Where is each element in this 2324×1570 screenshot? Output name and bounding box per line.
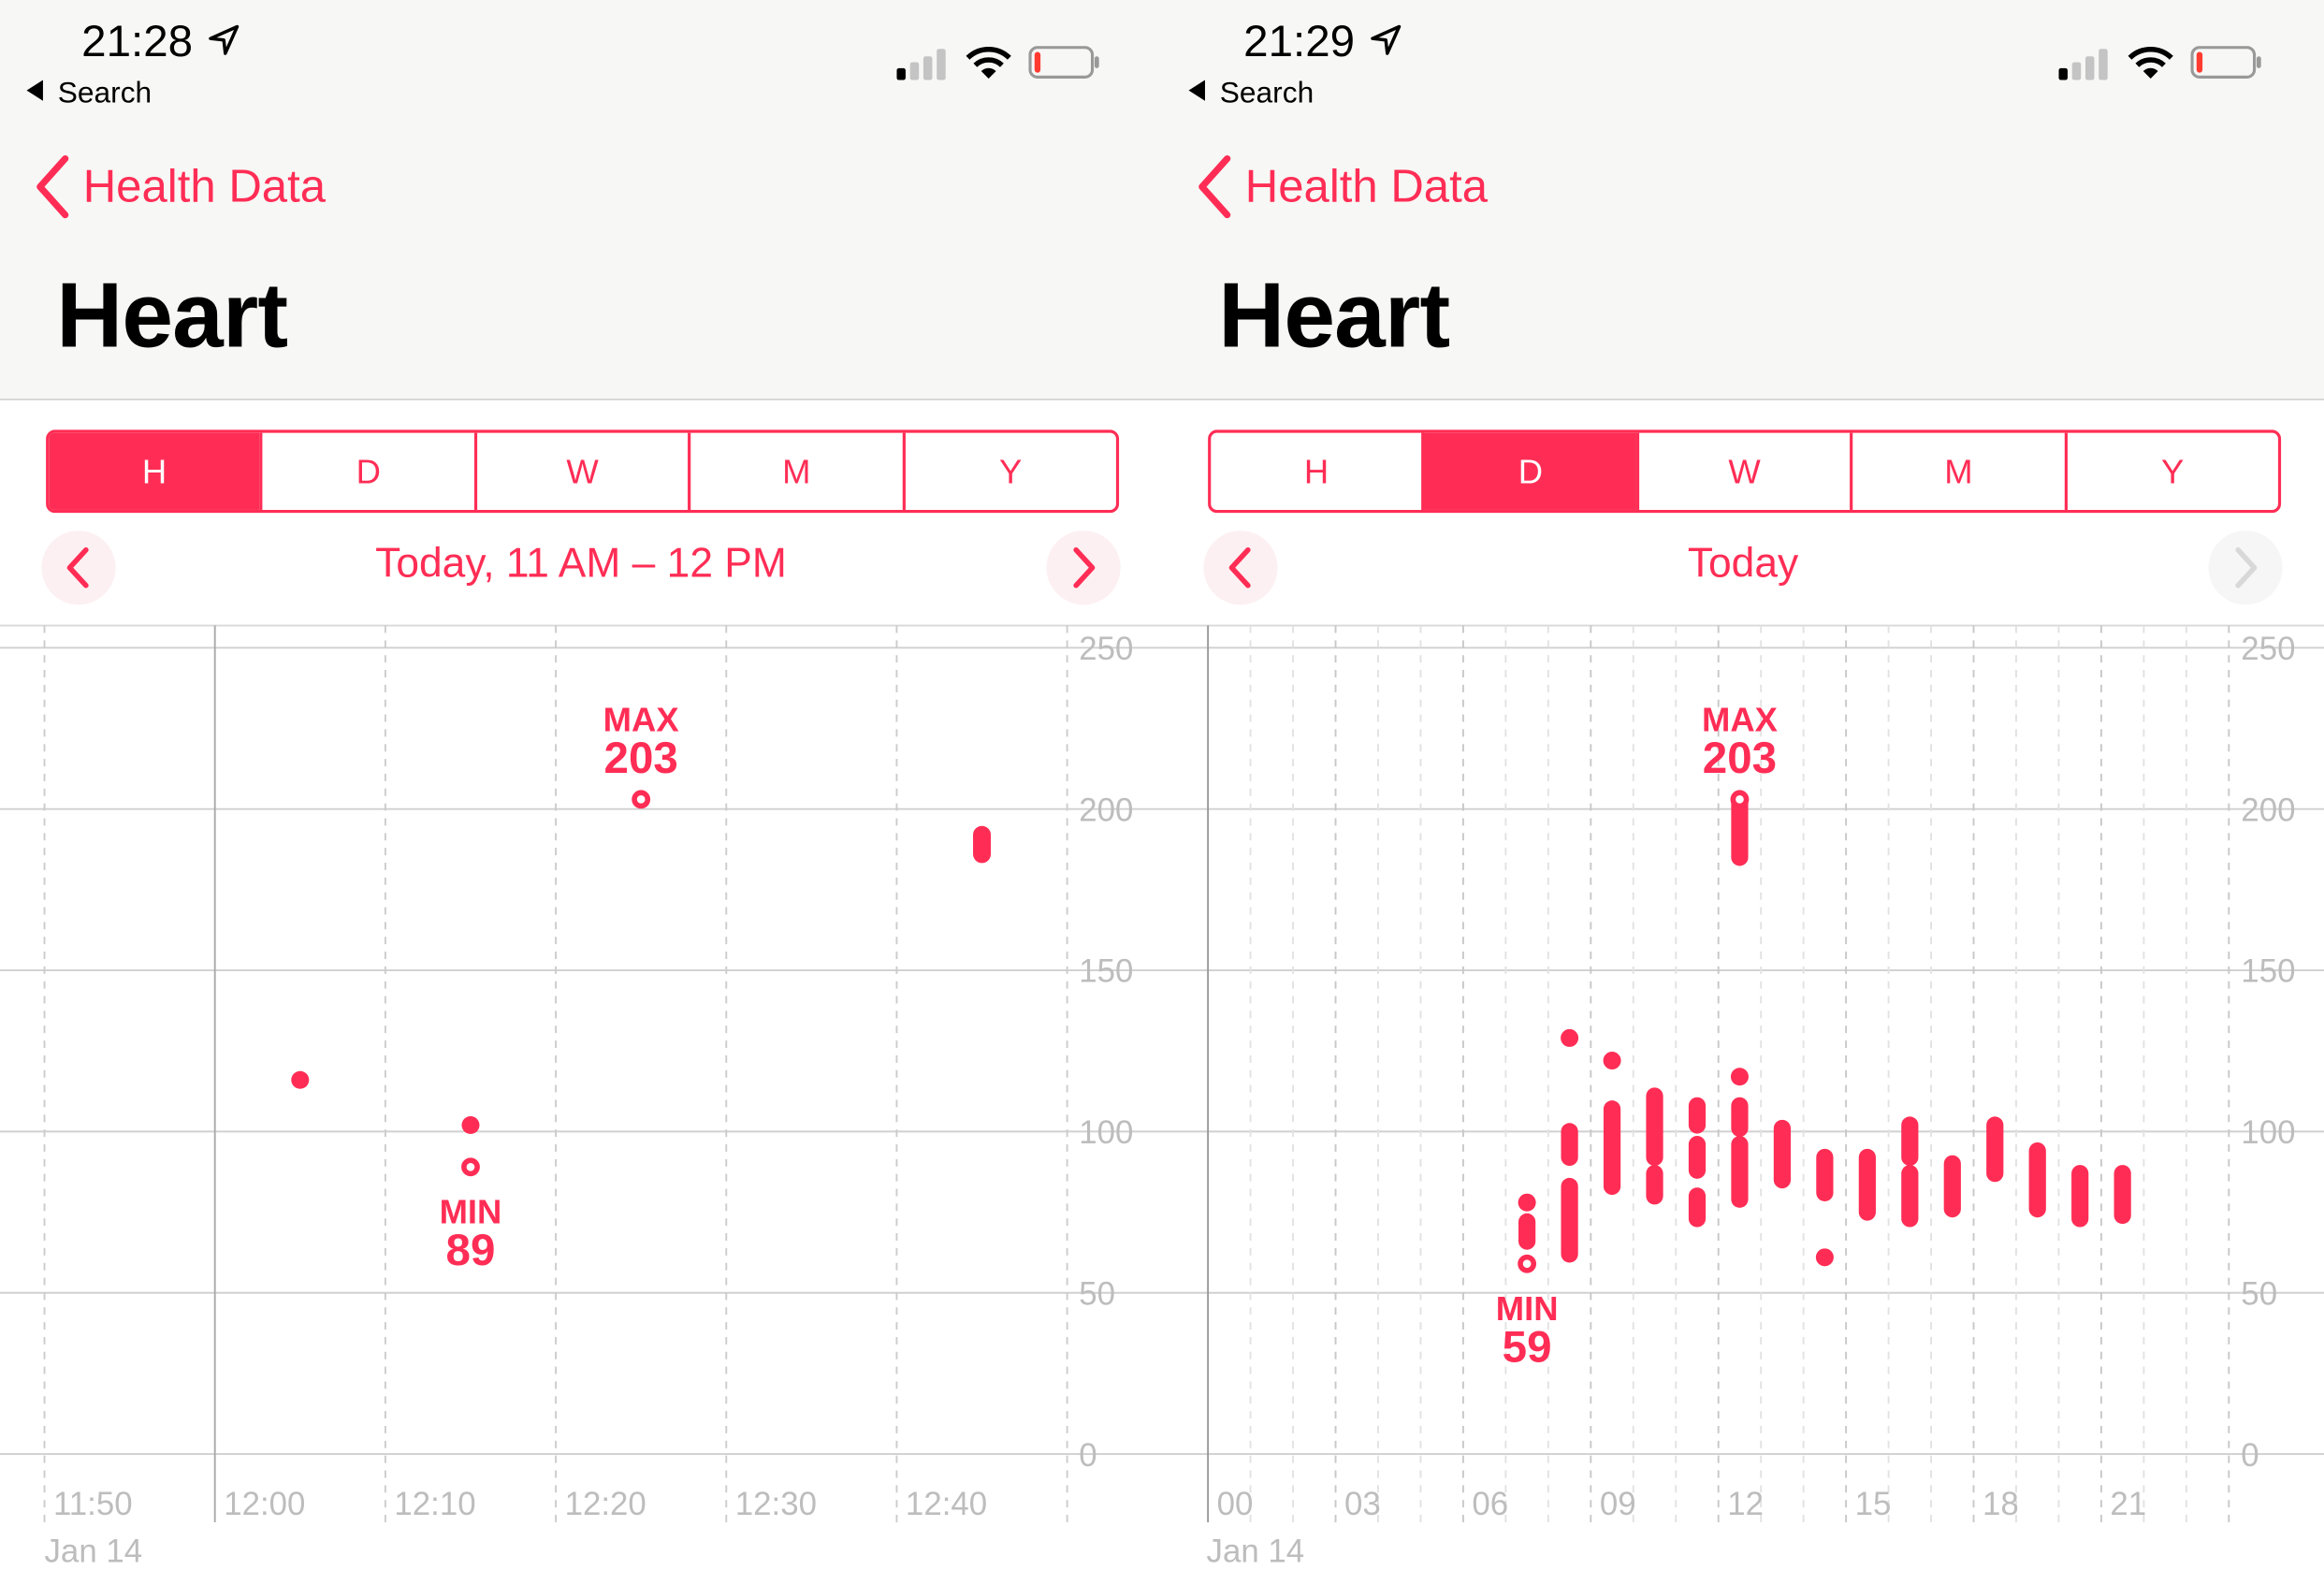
segment-month[interactable]: M bbox=[688, 432, 902, 510]
back-triangle-icon bbox=[26, 80, 43, 101]
y-tick-label: 150 bbox=[1079, 953, 1133, 990]
segment-year[interactable]: Y bbox=[2064, 432, 2278, 510]
wifi-icon bbox=[2128, 47, 2173, 79]
heart-rate-point bbox=[461, 1115, 480, 1134]
y-tick-label: 200 bbox=[2241, 792, 2295, 828]
next-period-button[interactable] bbox=[2208, 531, 2283, 605]
annotation-value: 203 bbox=[1703, 734, 1777, 783]
back-app-label: Search bbox=[1219, 77, 1315, 110]
page-title: Heart bbox=[56, 265, 288, 368]
back-button-health-data[interactable]: Health Data bbox=[1195, 154, 1488, 220]
segment-year[interactable]: Y bbox=[902, 432, 1116, 510]
x-tick-label: 12:30 bbox=[735, 1486, 817, 1522]
x-tick-label: 09 bbox=[1600, 1486, 1636, 1522]
back-to-search-link[interactable]: Search bbox=[1188, 77, 1315, 110]
x-tick-label: 03 bbox=[1344, 1486, 1381, 1522]
annotation-value: 203 bbox=[604, 734, 678, 783]
segment-day[interactable]: D bbox=[259, 432, 474, 510]
heart-rate-point bbox=[1730, 1068, 1749, 1086]
x-tick-label: 15 bbox=[1855, 1486, 1892, 1522]
chevron-right-icon bbox=[2235, 546, 2258, 589]
y-tick-label: 100 bbox=[2241, 1114, 2295, 1151]
status-time: 21:29 bbox=[1243, 18, 1356, 67]
screen-hour-view: 21:28 Search Health Data Heart H D W M Y… bbox=[0, 0, 1163, 1570]
battery-low-icon bbox=[1028, 46, 1099, 79]
x-tick-label: 21 bbox=[2110, 1486, 2146, 1522]
segment-week[interactable]: W bbox=[1635, 432, 1851, 510]
period-segmented-control: H D W M Y bbox=[46, 429, 1120, 514]
x-tick-label: 00 bbox=[1217, 1486, 1254, 1522]
status-time: 21:28 bbox=[81, 18, 194, 67]
chevron-left-icon bbox=[1198, 154, 1231, 219]
chevron-left-icon bbox=[1228, 546, 1251, 589]
x-tick-label: 12 bbox=[1727, 1486, 1764, 1522]
annotation-value: 89 bbox=[446, 1226, 496, 1275]
back-button-health-data[interactable]: Health Data bbox=[33, 154, 326, 220]
battery-low-icon bbox=[2190, 46, 2261, 79]
back-label: Health Data bbox=[82, 160, 327, 212]
segment-hour[interactable]: H bbox=[1303, 451, 1329, 490]
heart-rate-point-extreme bbox=[632, 790, 651, 809]
next-period-button[interactable] bbox=[1046, 531, 1121, 605]
heart-rate-point bbox=[291, 1070, 310, 1089]
x-tick-label: 12:10 bbox=[394, 1486, 475, 1522]
period-segmented-control: H D W M Y bbox=[1208, 429, 2282, 514]
heart-rate-point bbox=[1561, 1028, 1579, 1047]
x-tick-label: 18 bbox=[1983, 1486, 2019, 1522]
location-arrow-icon bbox=[1371, 24, 1402, 55]
heart-rate-point bbox=[1518, 1193, 1536, 1212]
cellular-signal-icon bbox=[2058, 49, 2108, 80]
annotation-label: MIN bbox=[1496, 1289, 1559, 1328]
back-app-label: Search bbox=[57, 77, 153, 110]
location-arrow-icon bbox=[209, 24, 240, 55]
heart-rate-point bbox=[1815, 1248, 1834, 1267]
annotation-value: 59 bbox=[1503, 1322, 1552, 1372]
back-to-search-link[interactable]: Search bbox=[26, 77, 153, 110]
cellular-signal-icon bbox=[896, 49, 946, 80]
y-tick-label: 250 bbox=[1079, 631, 1133, 667]
wifi-icon bbox=[966, 47, 1011, 79]
segment-week[interactable]: W bbox=[473, 432, 689, 510]
y-tick-label: 250 bbox=[2241, 631, 2295, 667]
chevron-left-icon bbox=[36, 154, 69, 219]
y-tick-label: 200 bbox=[1079, 792, 1133, 828]
x-axis-date-label: Jan 14 bbox=[1207, 1534, 1305, 1570]
x-tick-label: 12:40 bbox=[906, 1486, 987, 1522]
heart-rate-point-extreme bbox=[461, 1157, 480, 1177]
y-tick-label: 50 bbox=[2241, 1275, 2277, 1312]
y-tick-label: 50 bbox=[1079, 1275, 1115, 1312]
segment-day[interactable]: D bbox=[1421, 432, 1636, 510]
x-tick-label: 06 bbox=[1472, 1486, 1508, 1522]
heart-rate-point-extreme bbox=[1730, 790, 1750, 809]
x-tick-label: 12:20 bbox=[565, 1486, 646, 1522]
back-label: Health Data bbox=[1244, 160, 1489, 212]
chevron-right-icon bbox=[1073, 546, 1096, 589]
previous-period-button[interactable] bbox=[1203, 531, 1278, 605]
heart-rate-point-extreme bbox=[1518, 1254, 1537, 1273]
page-title: Heart bbox=[1218, 265, 1450, 368]
heart-rate-point bbox=[1603, 1052, 1621, 1070]
annotation-label: MIN bbox=[440, 1192, 502, 1230]
screen-day-view: 21:29 Search Health Data Heart H D W M Y… bbox=[1162, 0, 2324, 1570]
annotation-label: MAX bbox=[1702, 700, 1778, 738]
chevron-left-icon bbox=[66, 546, 89, 589]
segment-hour[interactable]: H bbox=[49, 432, 260, 510]
date-range-label: Today bbox=[1687, 539, 1799, 586]
annotation-label: MAX bbox=[603, 700, 679, 738]
y-tick-label: 0 bbox=[2241, 1437, 2259, 1474]
nav-header: 21:28 Search Health Data Heart bbox=[0, 0, 1163, 400]
x-tick-label: 11:50 bbox=[53, 1486, 133, 1522]
previous-period-button[interactable] bbox=[41, 531, 116, 605]
y-tick-label: 0 bbox=[1079, 1437, 1097, 1474]
nav-header: 21:29 Search Health Data Heart bbox=[1162, 0, 2324, 400]
heart-rate-chart: 250 200 150 100 50 0 11:50 12:00 12:10 12:20 12:30… bbox=[0, 624, 1163, 1570]
y-tick-label: 150 bbox=[2241, 953, 2295, 990]
y-tick-label: 100 bbox=[1079, 1114, 1133, 1151]
x-axis-date-label: Jan 14 bbox=[45, 1534, 143, 1570]
date-range-label: Today, 11 AM – 12 PM bbox=[375, 539, 787, 586]
back-triangle-icon bbox=[1188, 80, 1205, 101]
segment-month[interactable]: M bbox=[1850, 432, 2064, 510]
x-tick-label: 12:00 bbox=[224, 1486, 305, 1522]
